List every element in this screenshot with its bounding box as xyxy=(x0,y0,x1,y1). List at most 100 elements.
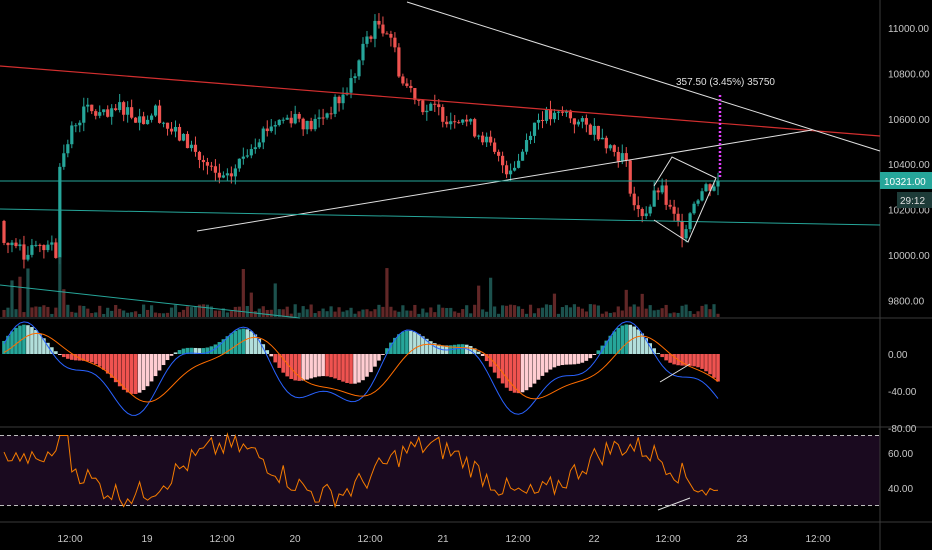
candle-body xyxy=(261,128,265,143)
volume-bar xyxy=(421,308,425,317)
volume-bar xyxy=(453,311,457,317)
volume-bar xyxy=(78,305,82,317)
candle-body xyxy=(181,133,186,141)
volume-bar xyxy=(704,304,708,317)
volume-bar xyxy=(94,312,98,317)
volume-bar xyxy=(640,293,644,317)
macd-hist-bar xyxy=(536,354,541,380)
volume-bar xyxy=(508,304,513,317)
candle-body xyxy=(217,172,221,178)
volume-bar xyxy=(405,310,409,317)
volume-bar xyxy=(417,313,421,317)
candle-body xyxy=(225,173,229,176)
volume-bar xyxy=(413,304,417,317)
volume-bar xyxy=(46,306,50,317)
macd-hist-bar xyxy=(628,324,633,354)
volume-bar xyxy=(572,304,577,317)
volume-bar xyxy=(313,313,317,317)
macd-hist-bar xyxy=(592,354,597,355)
macd-hist-bar xyxy=(70,354,74,360)
time-tick-label: 22 xyxy=(588,534,600,545)
candle-body xyxy=(269,126,273,132)
volume-bars xyxy=(2,257,720,317)
candle-body xyxy=(596,125,600,140)
macd-hist-bar xyxy=(460,344,465,354)
candle-body xyxy=(26,254,30,260)
rsi-band-bg xyxy=(0,435,880,506)
volume-bar xyxy=(676,312,680,317)
macd-hist-bar xyxy=(700,354,704,369)
macd-hist-bar xyxy=(213,344,218,354)
descending-trendline xyxy=(406,1,881,152)
volume-bar xyxy=(512,305,517,317)
candle-body xyxy=(409,85,413,89)
rsi-tick-label: 40.00 xyxy=(888,484,913,495)
candle-body xyxy=(46,244,50,251)
candle-body xyxy=(656,190,660,193)
volume-bar xyxy=(22,312,26,317)
candle-body xyxy=(381,24,385,34)
volume-bar xyxy=(149,305,154,317)
volume-bar xyxy=(393,310,397,317)
candle-body xyxy=(377,20,381,25)
candle-body xyxy=(70,125,74,145)
volume-bar xyxy=(349,307,353,317)
candle-body xyxy=(600,137,604,140)
volume-bar xyxy=(193,306,198,317)
volume-bar xyxy=(197,304,202,317)
candle-body xyxy=(114,108,118,111)
volume-bar xyxy=(608,312,612,317)
countdown-label: 29:12 xyxy=(900,196,925,207)
macd-hist-bar xyxy=(652,348,656,354)
volume-bar xyxy=(213,310,218,317)
volume-bar xyxy=(293,304,297,317)
macd-hist-bar xyxy=(385,348,389,354)
candle-body xyxy=(708,184,712,191)
macd-hist-bar xyxy=(129,354,134,394)
volume-bar xyxy=(165,312,170,317)
macd-hist-bar xyxy=(137,354,142,393)
macd-hist-bar xyxy=(66,354,70,359)
macd-hist-bar xyxy=(10,331,14,354)
volume-bar xyxy=(281,309,285,317)
candle-body xyxy=(441,107,445,122)
macd-hist-bar xyxy=(121,354,126,390)
macd-hist-bar xyxy=(640,333,645,354)
candles xyxy=(2,13,720,269)
volume-bar xyxy=(429,307,433,317)
candle-body xyxy=(126,107,130,115)
time-tick-label: 12:00 xyxy=(805,534,830,545)
candle-body xyxy=(413,88,417,100)
volume-bar xyxy=(134,311,138,317)
volume-bar xyxy=(86,308,90,317)
candle-body xyxy=(54,242,58,258)
current-price-label: 10321.00 xyxy=(884,177,926,188)
volume-bar xyxy=(465,305,469,317)
macd-hist-bar xyxy=(253,334,258,354)
macd-hist-bar xyxy=(46,342,50,354)
macd-hist-bar xyxy=(265,350,270,354)
macd-hist-bar xyxy=(680,354,684,366)
volume-bar xyxy=(26,268,30,317)
macd-hist-bar xyxy=(620,325,625,354)
volume-bar xyxy=(504,305,509,317)
volume-bar xyxy=(660,308,664,317)
volume-bar xyxy=(696,311,700,317)
candle-body xyxy=(134,117,138,123)
current-price-badge xyxy=(880,172,932,189)
candle-body xyxy=(373,20,377,39)
volume-bar xyxy=(441,307,445,317)
volume-bar xyxy=(345,310,349,317)
countdown-badge xyxy=(897,192,932,208)
macd-hist-bar xyxy=(417,333,421,354)
macd-hist-bar xyxy=(708,354,712,375)
volume-bar xyxy=(708,309,712,317)
candle-body xyxy=(118,102,122,111)
macd-hist-bar xyxy=(373,354,377,367)
candle-body xyxy=(477,135,481,137)
volume-bar xyxy=(688,311,692,317)
candle-body xyxy=(676,213,680,221)
macd-hist-bar xyxy=(6,335,10,354)
macd-hist-bar xyxy=(684,354,688,366)
